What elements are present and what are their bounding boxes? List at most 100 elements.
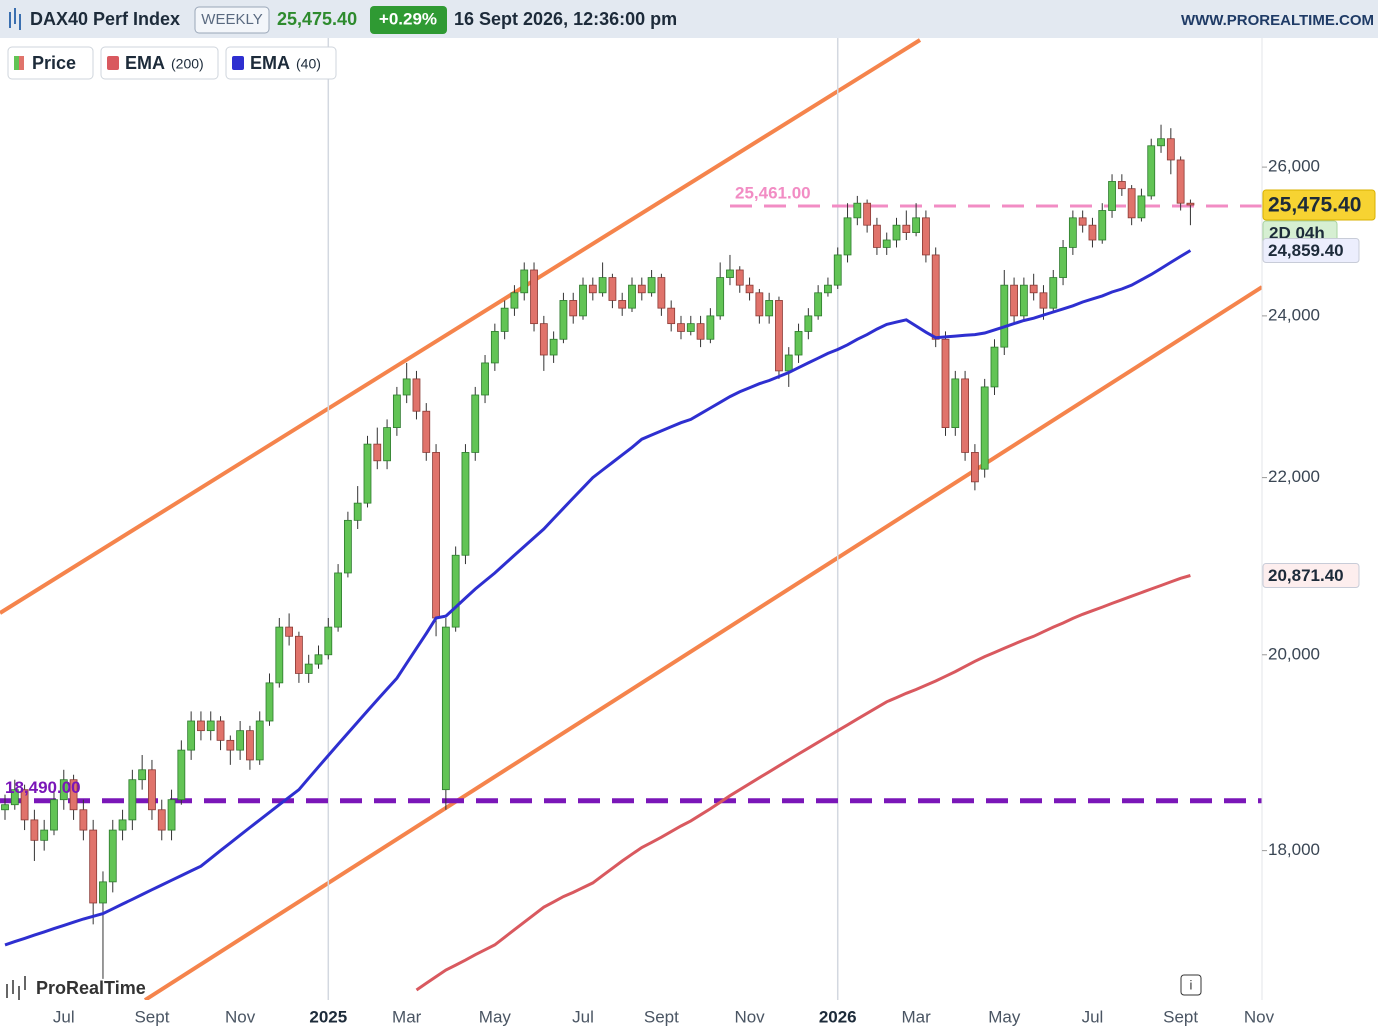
candle-body [618,300,627,309]
change-box [370,6,447,34]
candle-body [128,779,137,821]
info-button[interactable] [1180,974,1202,996]
legend-box[interactable] [7,46,94,80]
brand: ProRealTime [6,976,146,1000]
y-tick-label: 24,000 [1268,305,1320,324]
candle-body [422,410,431,453]
candle-body [343,519,352,574]
candle-body [716,277,725,317]
candle-body [148,769,156,811]
candle-body [255,720,264,761]
legend-swatch [107,56,119,70]
legend-box[interactable] [100,46,219,80]
candle-body [922,217,930,256]
candle-body [657,277,666,309]
candle-body [510,292,519,309]
candle-body [402,378,411,396]
x-tick-label: May [988,1007,1021,1026]
info-icon[interactable]: i [1190,977,1193,992]
candle-body [451,554,460,628]
candle-body [1078,217,1087,226]
candle-body [647,277,656,294]
candle-body [118,819,127,831]
candle-body [481,362,489,396]
candle-body [373,443,382,462]
candle-body [167,799,176,831]
reference-label: 25,461.00 [735,184,811,203]
candle-body [236,730,245,751]
candle-body [530,269,538,325]
x-tick-label: Jul [572,1007,594,1026]
x-tick-label: Sept [644,1007,679,1026]
candle-body [569,300,578,317]
legend-label: EMA [125,53,165,73]
candle-body [157,809,166,831]
candle-body [59,779,68,801]
candle-body [392,394,401,429]
candle-body [490,331,499,364]
datetime: 16 Sept 2026, 12:36:00 pm [454,9,677,29]
legend-box[interactable] [225,46,337,80]
candle-body [138,769,147,781]
x-tick-label: Nov [225,1007,256,1026]
ema-line [4,249,1192,947]
candle-body [50,799,58,831]
candle-body [295,635,303,674]
candle-body [206,720,215,732]
candle-body [667,307,676,325]
candle-body [471,394,480,453]
candle-body [559,300,568,340]
x-tick-label: 2025 [309,1007,347,1026]
y-tick-label: 20,000 [1268,644,1320,663]
legend-param: (200) [171,56,204,72]
candle-body [304,663,313,674]
candle-body [520,269,529,294]
candle-body [324,626,333,656]
price-tag-label: 24,859.40 [1268,241,1344,260]
candle-body [108,829,117,883]
candle-body [579,284,587,317]
timeframe-box[interactable] [194,6,270,34]
candle-body [912,217,921,233]
candle-body [892,224,901,241]
legend-swatch [232,56,244,70]
timer: 2D 04h [1269,223,1325,242]
candle-body [187,720,196,751]
candle-body [863,202,872,226]
candle-body [432,452,440,619]
candle-body [1019,284,1028,317]
candle-body [334,572,342,628]
candle-body [177,749,186,801]
candle-body [383,427,391,462]
candle-body [784,354,793,372]
candle-body [69,779,78,811]
candle-body [1010,284,1018,317]
candle-body [99,881,107,904]
candle-body [588,284,597,294]
app-icon [9,8,21,30]
price-tag-label: 25,475.40 [1268,194,1361,217]
candle-body [549,338,558,356]
candle-body [1127,188,1136,219]
candle-body [275,626,284,684]
plot-area [0,38,1262,1000]
candle-body [1166,138,1175,161]
y-tick-label: 22,000 [1268,467,1320,486]
candle-body [216,720,225,741]
candle-body [755,292,764,317]
candle-body [30,819,39,841]
candle-body [20,789,29,821]
x-tick-label: Jul [53,1007,75,1026]
legend-swatch [19,56,24,70]
timeframe[interactable]: WEEKLY [201,11,262,28]
candle-body [970,452,979,483]
candle-body [961,378,969,453]
candle-body [696,323,705,340]
legend-label: Price [32,53,76,73]
candle-body [246,730,254,761]
candle-body [931,254,940,340]
candle-body [775,300,783,372]
candle-body [951,378,960,429]
last-price: 25,475.40 [277,9,357,29]
